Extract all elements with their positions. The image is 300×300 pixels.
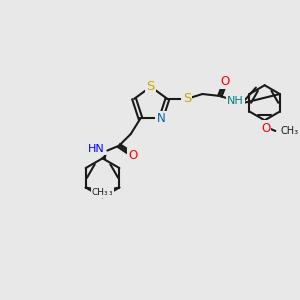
Text: HN: HN	[88, 144, 104, 154]
Text: N: N	[157, 112, 165, 125]
Text: CH₃: CH₃	[92, 188, 109, 197]
Text: O: O	[220, 75, 230, 88]
Text: S: S	[183, 92, 191, 105]
Text: O: O	[128, 149, 137, 162]
Text: CH₃: CH₃	[280, 126, 298, 136]
Text: NH: NH	[227, 96, 244, 106]
Text: S: S	[147, 80, 155, 93]
Text: O: O	[261, 122, 270, 135]
Text: CH₃: CH₃	[97, 188, 113, 197]
